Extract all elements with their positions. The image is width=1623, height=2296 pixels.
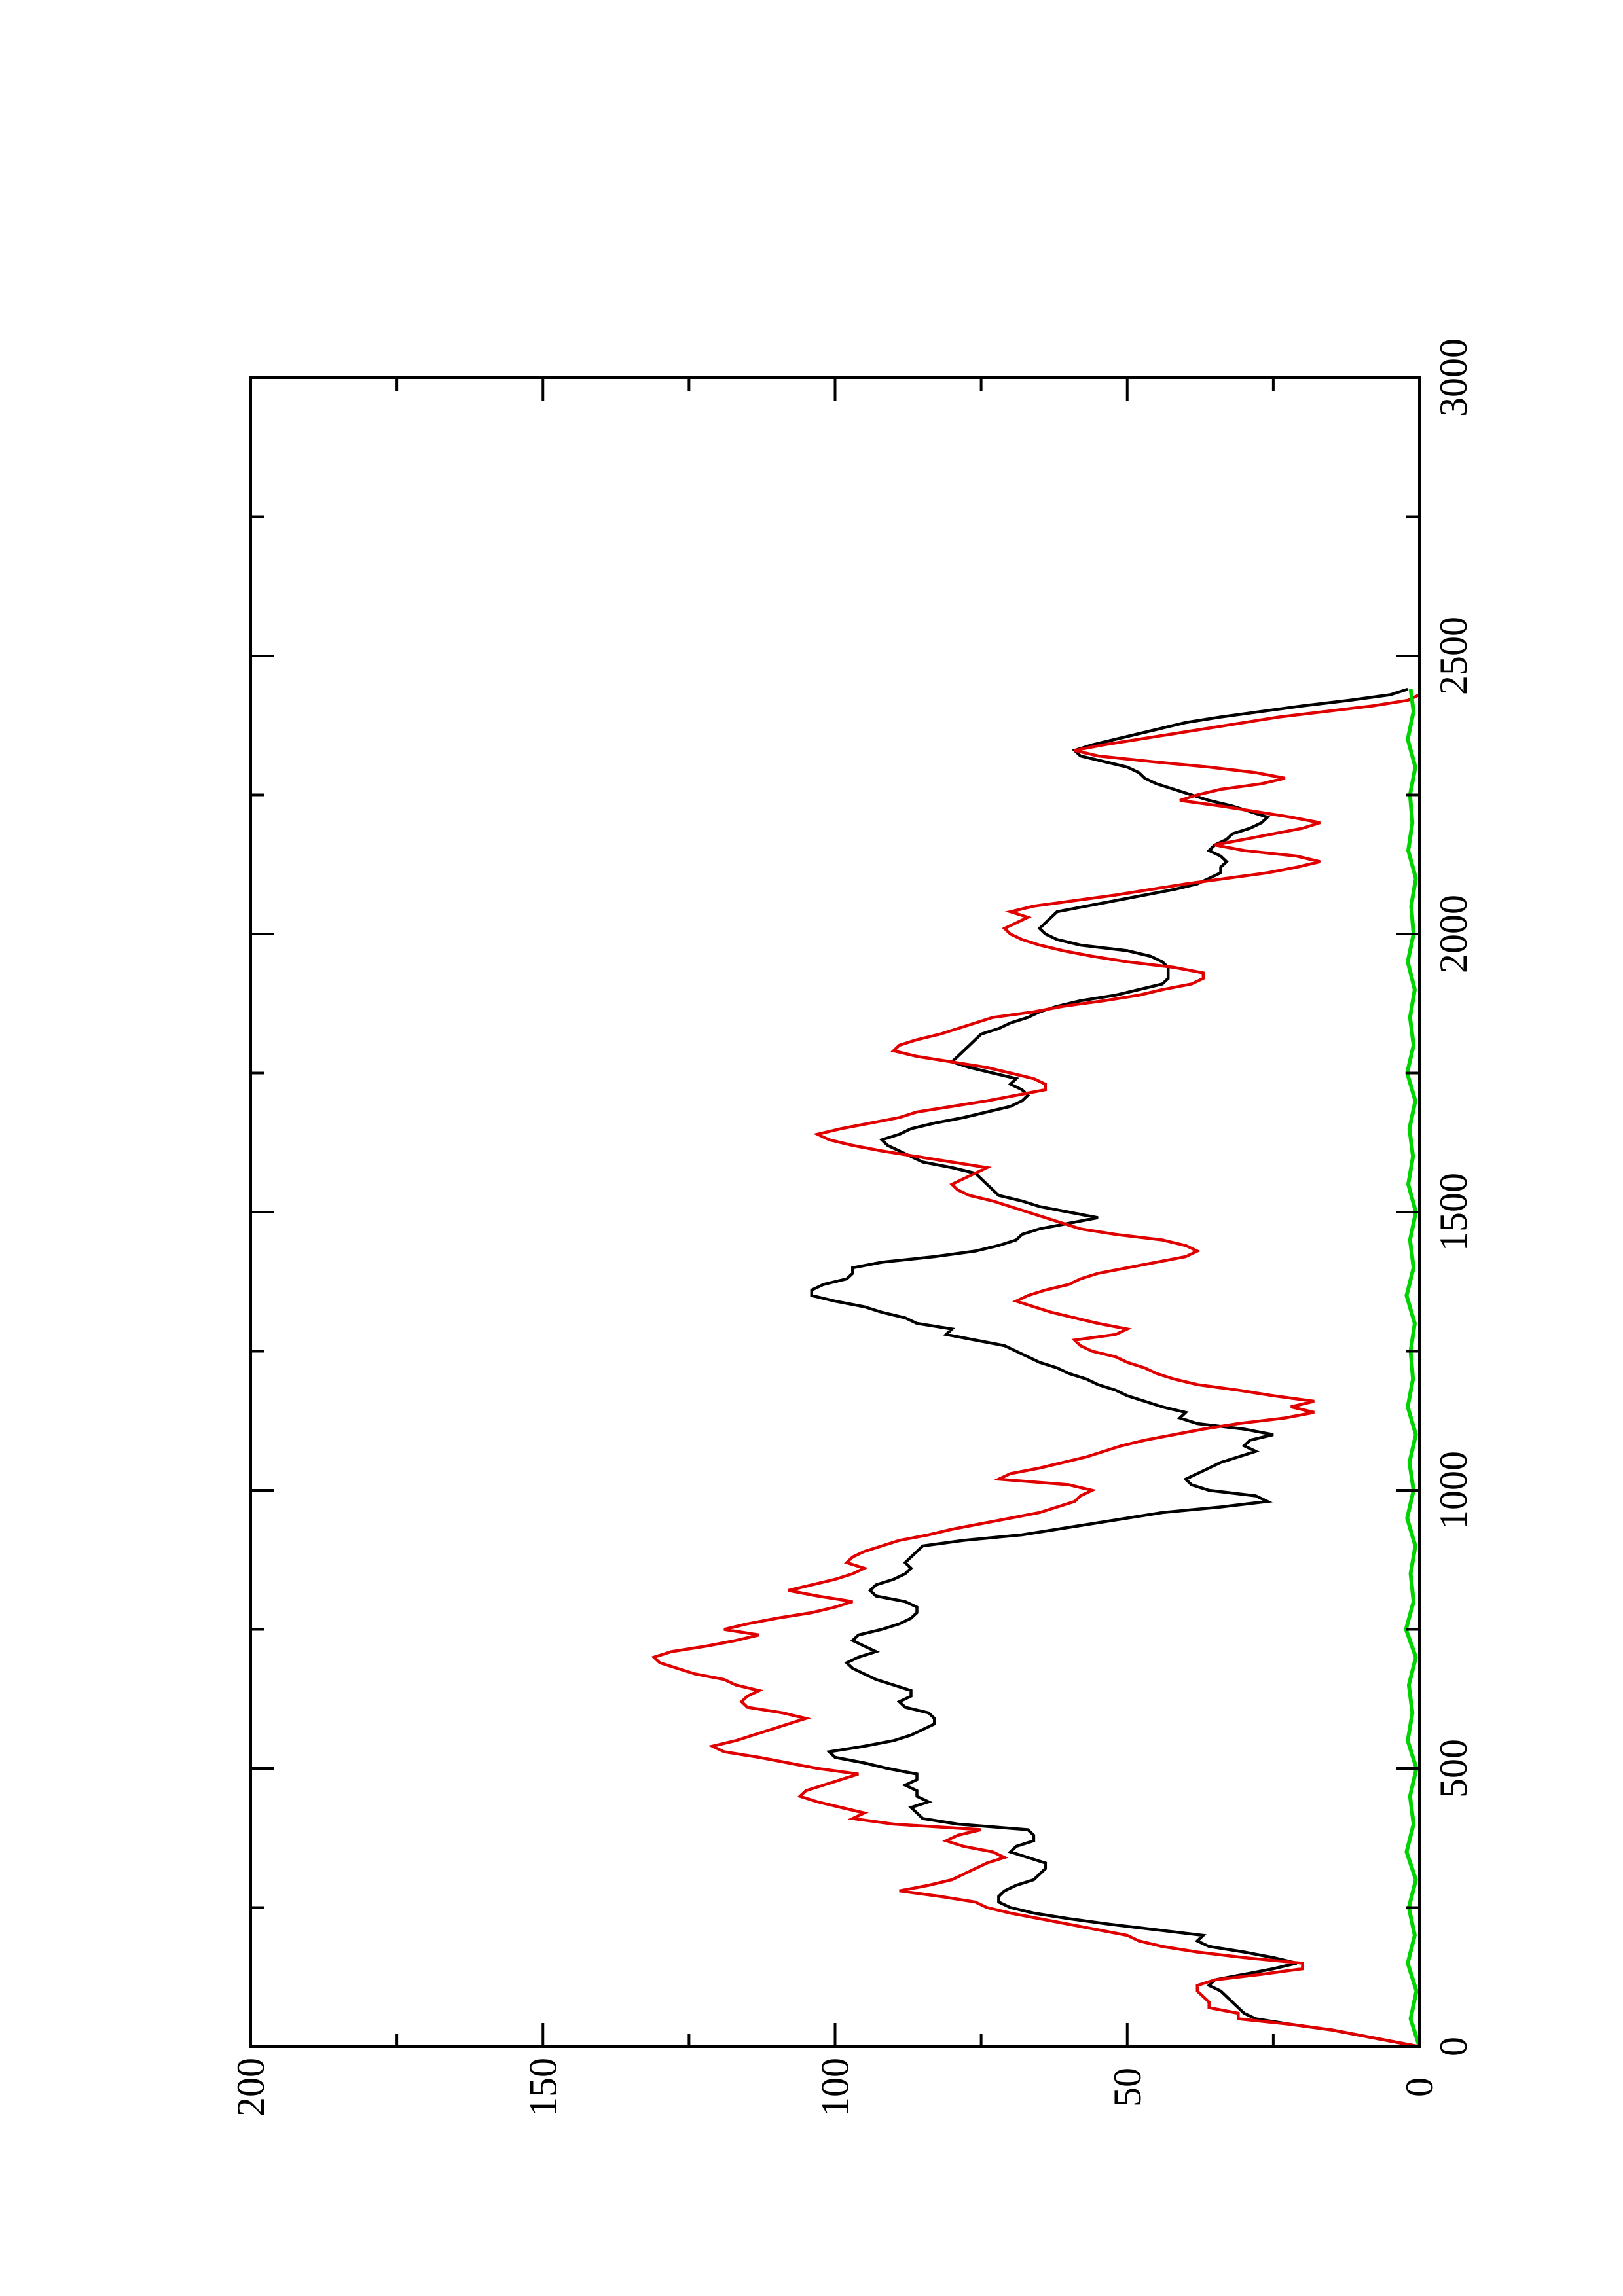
series-line-2 — [651, 693, 1420, 2049]
tick-layer — [249, 376, 1421, 2048]
y-tick-label: 200 — [229, 2058, 272, 2117]
x-tick-label: 0 — [1432, 2037, 1475, 2056]
y-tick-label: 0 — [1398, 2077, 1441, 2097]
series-line-1 — [810, 687, 1420, 2049]
plot-frame — [249, 376, 1421, 2048]
label-layer: 0 500 1000 1500 2000 2500 3000 0 50 100 150 200 — [229, 338, 1475, 2117]
x-tick-label: 2000 — [1432, 895, 1475, 973]
y-tick-label: 100 — [814, 2058, 857, 2117]
y-tick-label: 150 — [521, 2058, 564, 2117]
series-layer — [651, 687, 1421, 2049]
y-tick-label: 50 — [1106, 2068, 1149, 2107]
x-tick-label: 2500 — [1432, 617, 1475, 695]
x-tick-label: 1000 — [1432, 1451, 1475, 1530]
series-line-3 — [1404, 689, 1421, 2047]
x-tick-label: 500 — [1432, 1739, 1475, 1798]
x-tick-label: 1500 — [1432, 1173, 1475, 1251]
x-tick-label: 3000 — [1432, 338, 1475, 417]
